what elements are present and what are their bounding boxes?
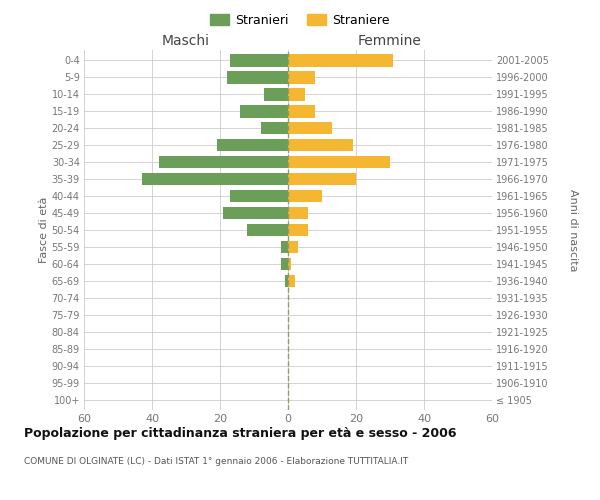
Text: Popolazione per cittadinanza straniera per età e sesso - 2006: Popolazione per cittadinanza straniera p… — [24, 428, 457, 440]
Bar — [288, 224, 308, 236]
Bar — [288, 172, 356, 186]
Legend: Stranieri, Straniere: Stranieri, Straniere — [205, 8, 395, 32]
Bar — [288, 105, 315, 118]
Bar — [261, 122, 288, 134]
Bar — [230, 190, 288, 202]
Bar — [288, 258, 292, 270]
Bar — [281, 258, 288, 270]
Bar — [288, 138, 353, 151]
Bar — [288, 240, 298, 254]
Bar — [288, 190, 322, 202]
Bar — [159, 156, 288, 168]
Bar — [247, 224, 288, 236]
Bar — [288, 88, 305, 101]
Text: Maschi: Maschi — [162, 34, 210, 48]
Bar — [288, 156, 390, 168]
Bar — [223, 206, 288, 220]
Y-axis label: Anni di nascita: Anni di nascita — [568, 188, 578, 271]
Bar — [284, 274, 288, 287]
Bar — [264, 88, 288, 101]
Text: Femmine: Femmine — [358, 34, 422, 48]
Bar — [288, 71, 315, 84]
Bar — [288, 54, 394, 66]
Y-axis label: Fasce di età: Fasce di età — [38, 197, 49, 263]
Bar — [288, 122, 332, 134]
Bar — [241, 105, 288, 118]
Bar — [227, 71, 288, 84]
Bar — [288, 206, 308, 220]
Bar — [230, 54, 288, 66]
Bar — [281, 240, 288, 254]
Bar — [142, 172, 288, 186]
Text: COMUNE DI OLGINATE (LC) - Dati ISTAT 1° gennaio 2006 - Elaborazione TUTTITALIA.I: COMUNE DI OLGINATE (LC) - Dati ISTAT 1° … — [24, 458, 408, 466]
Bar — [288, 274, 295, 287]
Bar — [217, 138, 288, 151]
